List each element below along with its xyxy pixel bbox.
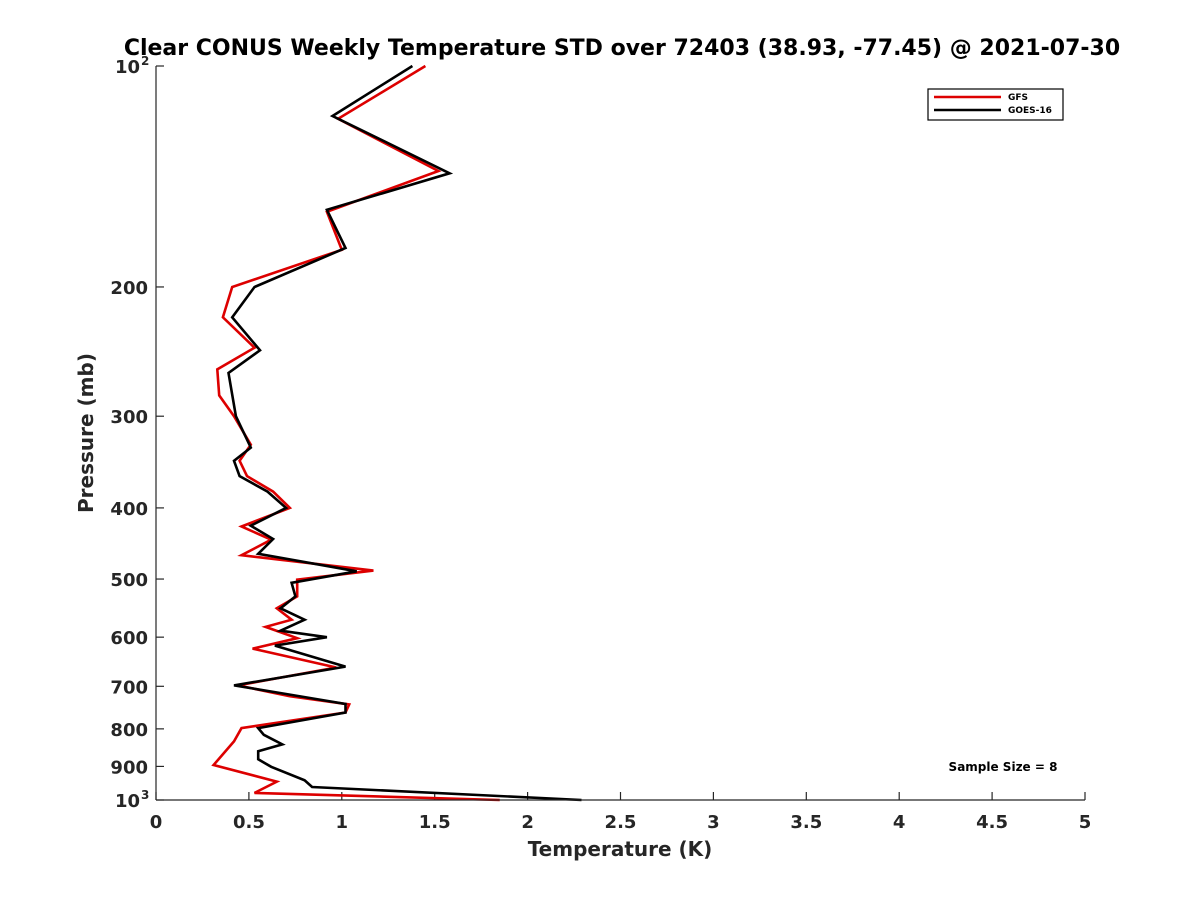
x-tick-label: 0.5	[233, 812, 265, 833]
sample-size-annotation: Sample Size = 8	[949, 760, 1058, 774]
y-tick-label: 800	[110, 720, 148, 741]
legend: GFS GOES-16	[927, 88, 1064, 121]
y-tick-exponent: 3	[141, 788, 149, 802]
x-tick-label: 1	[336, 812, 349, 833]
chart-title: Clear CONUS Weekly Temperature STD over …	[124, 36, 1120, 61]
x-tick-label: 4.5	[976, 812, 1008, 833]
plot-area	[156, 66, 1085, 800]
x-tick-label: 3	[707, 812, 720, 833]
series-line-goes-16	[227, 64, 582, 802]
y-tick-label: 200	[110, 278, 148, 299]
y-tick-label: 400	[110, 499, 148, 520]
x-tick-label: 4	[893, 812, 906, 833]
legend-label-gfs: GFS	[1008, 93, 1028, 103]
x-axis-label: Temperature (K)	[528, 837, 713, 861]
y-tick-label: 900	[110, 757, 148, 778]
y-tick-label: 10	[115, 57, 140, 78]
y-tick-base: 10	[115, 791, 140, 812]
x-tick-label: 5	[1079, 812, 1092, 833]
legend-label-goes-16: GOES-16	[1008, 106, 1052, 116]
x-tick-label: 2.5	[605, 812, 637, 833]
y-tick-label: 600	[110, 628, 148, 649]
y-tick-label: 500	[110, 570, 148, 591]
series-lines	[211, 64, 582, 802]
x-tick-label: 0	[150, 812, 163, 833]
x-tick-label: 2	[521, 812, 534, 833]
y-tick-label: 700	[110, 677, 148, 698]
y-tick-base: 10	[115, 57, 140, 78]
y-tick-label: 10	[115, 791, 140, 812]
x-axis: 0 0.5 1 1.5 2 2.5 3 3.5 4 4.5 5	[150, 792, 1092, 833]
y-tick-label: 300	[110, 407, 148, 428]
x-tick-label: 1.5	[419, 812, 451, 833]
x-tick-label: 3.5	[790, 812, 822, 833]
legend-box	[927, 88, 1064, 121]
y-tick-exponent: 2	[141, 54, 149, 68]
y-axis-label: Pressure (mb)	[74, 353, 98, 513]
